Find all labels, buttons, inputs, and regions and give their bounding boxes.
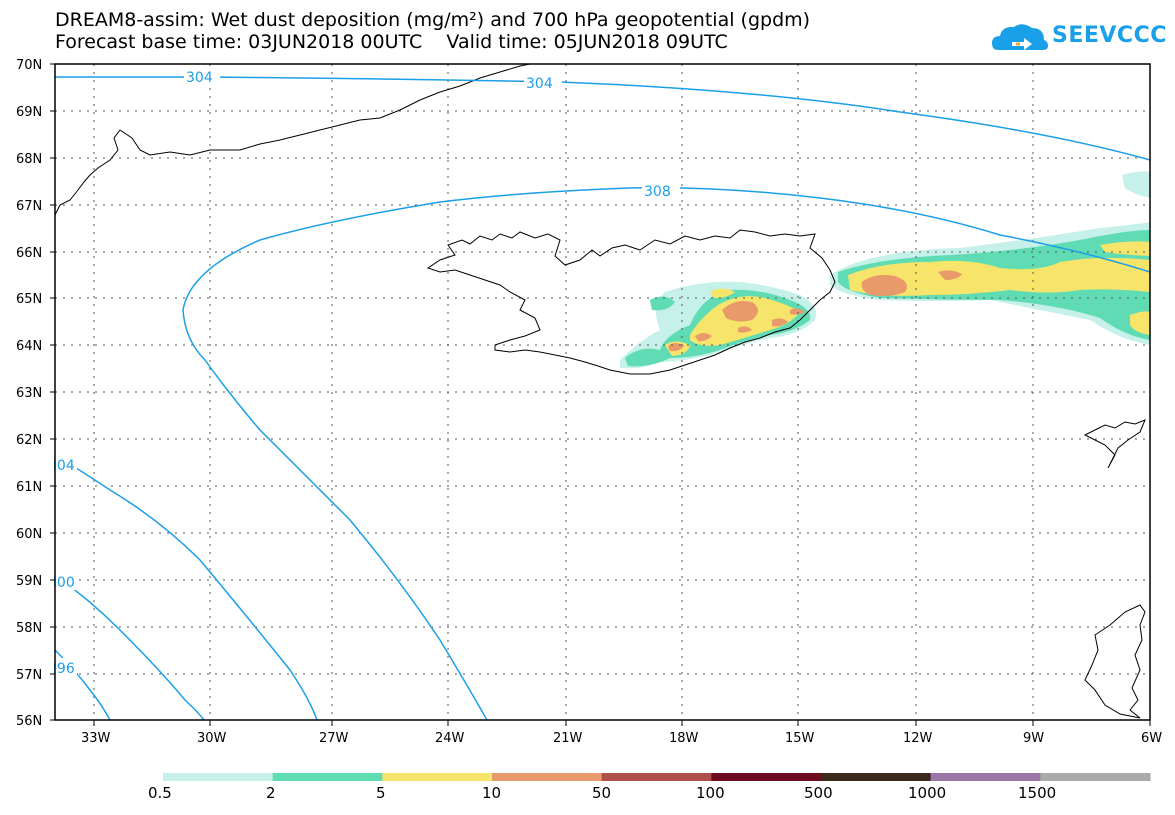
legend-label: 1500 bbox=[1018, 784, 1056, 802]
color-legend bbox=[163, 773, 1151, 781]
iceland-coast bbox=[426, 229, 836, 375]
contour-label: 308 bbox=[644, 184, 671, 200]
lon-label: 12W bbox=[903, 731, 933, 746]
contour-304-north bbox=[55, 76, 1151, 161]
contour-labels: 304 304 308 304 300 296 bbox=[48, 68, 680, 677]
contour-label: 304 bbox=[526, 76, 553, 92]
map-title-line1: DREAM8-assim: Wet dust deposition (mg/m²… bbox=[55, 9, 811, 31]
dust-area-orange bbox=[695, 333, 712, 342]
grid-lines bbox=[55, 64, 1150, 720]
lat-label: 66N bbox=[16, 246, 42, 261]
dust-deposition-layer bbox=[620, 171, 1150, 369]
dust-area-light bbox=[1122, 171, 1150, 198]
legend-color-swatch bbox=[930, 773, 1041, 781]
lat-label: 56N bbox=[16, 714, 42, 729]
contour-308 bbox=[182, 186, 1151, 721]
map-frame bbox=[54, 63, 1151, 721]
legend-label: 5 bbox=[376, 784, 386, 802]
legend-color-swatch bbox=[821, 773, 932, 781]
latitude-labels: 70N 69N 68N 67N 66N 65N 64N 63N 62N 61N … bbox=[16, 58, 42, 729]
legend-label: 100 bbox=[696, 784, 725, 802]
legend-label: 10 bbox=[482, 784, 501, 802]
lat-label: 68N bbox=[16, 152, 42, 167]
dust-area-orange bbox=[722, 301, 758, 322]
lat-label: 70N bbox=[16, 58, 42, 73]
legend-color-swatch bbox=[492, 773, 603, 781]
lon-label: 18W bbox=[669, 731, 699, 746]
dust-area-orange bbox=[772, 318, 788, 327]
lon-label: 9W bbox=[1023, 731, 1044, 746]
lon-label: 6W bbox=[1141, 731, 1162, 746]
legend-label: 2 bbox=[266, 784, 276, 802]
greenland-coast bbox=[54, 63, 531, 216]
logo-text: SEEVCCC bbox=[1052, 23, 1167, 48]
legend-color-swatch bbox=[272, 773, 383, 781]
legend-label: 1000 bbox=[908, 784, 946, 802]
dust-area-green bbox=[650, 296, 675, 311]
tick-marks bbox=[50, 63, 1151, 726]
lat-label: 63N bbox=[16, 386, 42, 401]
lat-label: 65N bbox=[16, 292, 42, 307]
lat-label: 59N bbox=[16, 574, 42, 589]
contour-label: 304 bbox=[186, 70, 213, 86]
faroe-coast bbox=[1083, 419, 1146, 469]
lon-label: 24W bbox=[435, 731, 465, 746]
cloud-logo-icon bbox=[992, 24, 1048, 50]
dust-area-yellow bbox=[1130, 311, 1150, 335]
legend-label: 500 bbox=[804, 784, 833, 802]
lat-label: 57N bbox=[16, 668, 42, 683]
geopotential-contours bbox=[54, 76, 1151, 721]
contour-300 bbox=[54, 574, 205, 721]
lon-label: 33W bbox=[81, 731, 111, 746]
scotland-coast bbox=[1084, 604, 1146, 719]
legend-color-swatch bbox=[382, 773, 493, 781]
map-title-line2: Forecast base time: 03JUN2018 00UTC Vali… bbox=[55, 31, 728, 53]
lat-label: 60N bbox=[16, 527, 42, 542]
lat-label: 58N bbox=[16, 621, 42, 636]
dust-area-yellow bbox=[848, 257, 1150, 296]
contour-304-west bbox=[54, 454, 318, 721]
legend-color-swatch bbox=[1040, 773, 1151, 781]
legend-label: 0.5 bbox=[148, 784, 172, 802]
dust-area-orange bbox=[738, 326, 752, 333]
legend-color-swatch bbox=[163, 773, 274, 781]
lat-label: 69N bbox=[16, 105, 42, 120]
dust-area-orange bbox=[790, 308, 805, 315]
lon-label: 27W bbox=[319, 731, 349, 746]
legend-label: 50 bbox=[592, 784, 611, 802]
legend-labels: 0.5 2 5 10 50 100 500 1000 1500 bbox=[148, 784, 1056, 802]
dust-area-orange bbox=[861, 274, 908, 296]
dust-area-yellow bbox=[710, 288, 735, 298]
lat-label: 61N bbox=[16, 480, 42, 495]
lat-label: 67N bbox=[16, 199, 42, 214]
dust-area-orange bbox=[938, 270, 962, 280]
lon-label: 21W bbox=[553, 731, 583, 746]
lat-label: 62N bbox=[16, 433, 42, 448]
legend-color-swatch bbox=[601, 773, 712, 781]
lon-label: 30W bbox=[197, 731, 227, 746]
longitude-labels: 33W 30W 27W 24W 21W 18W 15W 12W 9W 6W bbox=[81, 731, 1162, 746]
coastlines bbox=[54, 63, 1146, 719]
legend-color-swatch bbox=[711, 773, 822, 781]
lat-label: 64N bbox=[16, 339, 42, 354]
lon-label: 15W bbox=[785, 731, 815, 746]
